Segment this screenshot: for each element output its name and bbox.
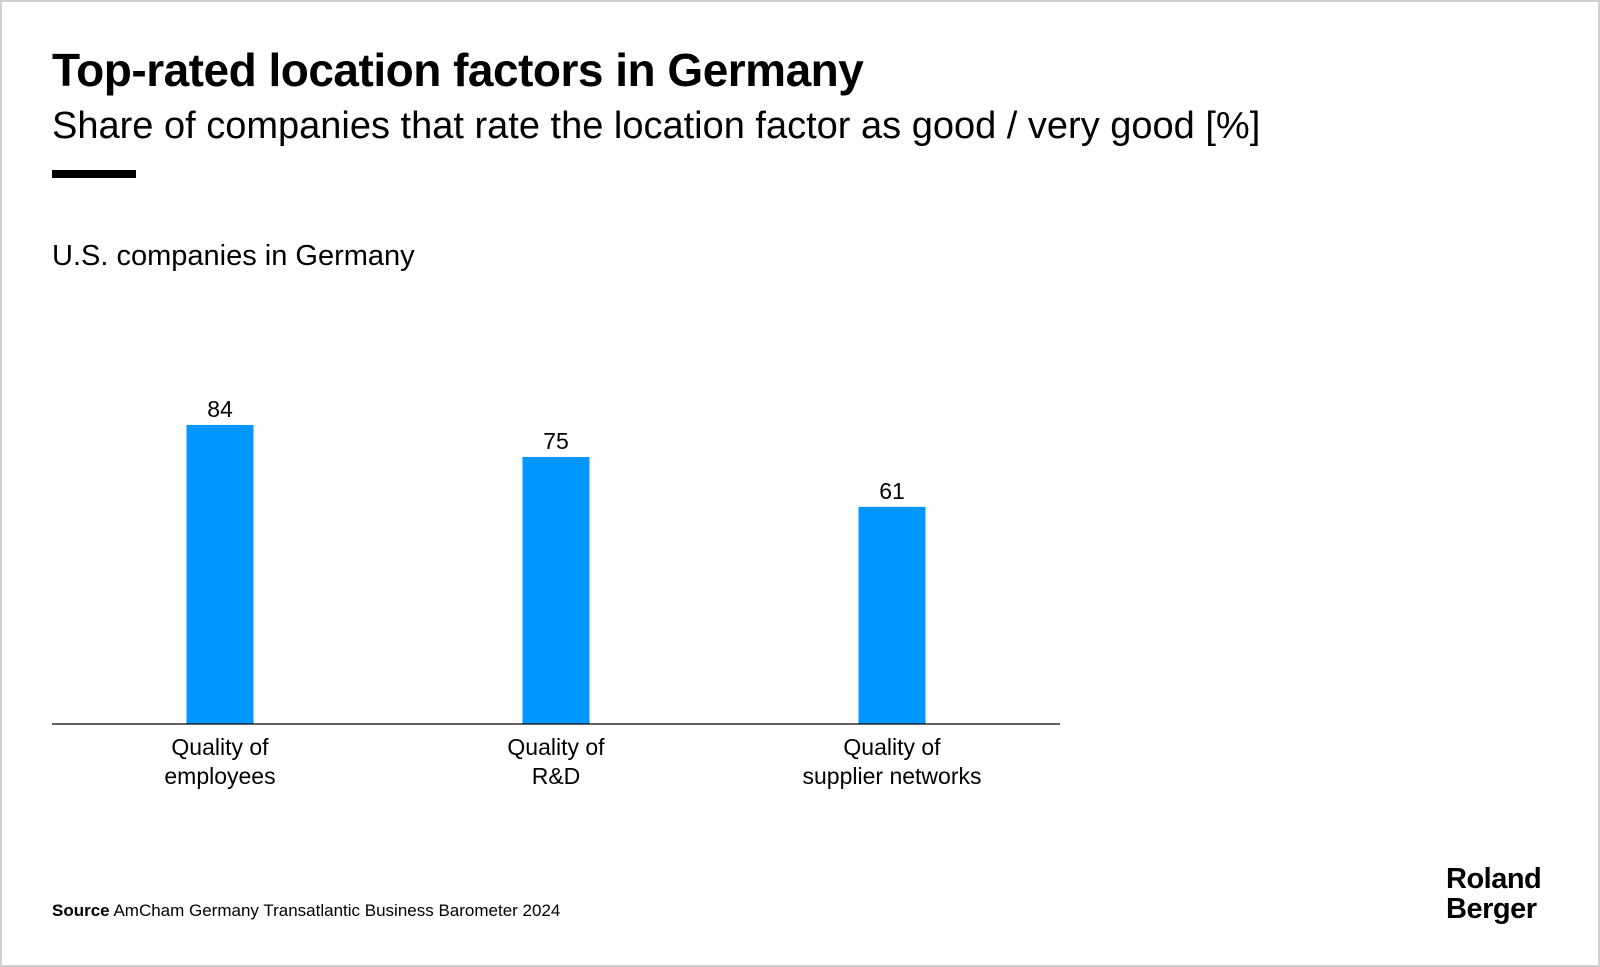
page-subtitle: Share of companies that rate the locatio… xyxy=(52,105,1261,147)
category-label-2: Quality of R&D xyxy=(507,734,605,789)
category-label-1: Quality of employees xyxy=(164,734,275,789)
bar-chart-svg: 84 Quality of employees 75 Quality of R&D 61 Qu… xyxy=(52,396,1060,789)
bar-3 xyxy=(858,506,926,724)
page-title: Top-rated location factors in Germany xyxy=(52,44,864,96)
bar-1 xyxy=(186,424,254,724)
data-label-2: 75 xyxy=(543,428,569,454)
bar-chart: 84 Quality of employees 75 Quality of R&D 61 Qu… xyxy=(52,372,1060,802)
source-note: Source AmCham Germany Transatlantic Busi… xyxy=(52,900,560,922)
logo-line-2: Berger xyxy=(1446,893,1537,925)
source-text: AmCham Germany Transatlantic Business Ba… xyxy=(113,901,561,920)
data-label-1: 84 xyxy=(207,396,233,422)
accent-bar xyxy=(52,170,136,178)
source-label: Source xyxy=(52,901,110,920)
category-label-3: Quality of supplier networks xyxy=(803,734,982,789)
roland-berger-logo: Roland Berger xyxy=(1446,863,1542,925)
chart-section-title: U.S. companies in Germany xyxy=(52,240,415,272)
bar-2 xyxy=(522,457,590,724)
data-label-3: 61 xyxy=(879,478,905,504)
logo-line-1: Roland xyxy=(1446,863,1542,895)
